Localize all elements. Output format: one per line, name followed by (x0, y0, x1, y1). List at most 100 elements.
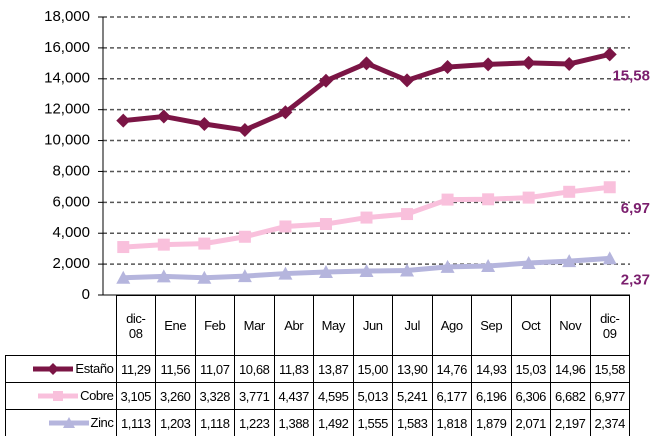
end-label: 2,37 (621, 271, 650, 288)
marker (156, 269, 171, 283)
marker (521, 256, 536, 270)
x-tick-label: dic-08 (115, 295, 156, 356)
legend-entry: Cobre (5, 382, 117, 410)
end-label: 6,97 (621, 200, 650, 217)
table-value: 11,29 (115, 355, 156, 383)
table-value: 13,90 (392, 355, 433, 383)
marker (563, 185, 576, 198)
y-tick-label: 8,000 (52, 162, 90, 179)
legend-key (33, 363, 74, 376)
marker (197, 117, 212, 132)
y-tick-label: 16,000 (44, 39, 90, 56)
marker (562, 56, 577, 71)
table-value: 6,306 (510, 382, 551, 410)
marker (441, 193, 454, 206)
marker (603, 181, 616, 194)
x-tick-label: Oct (510, 295, 551, 356)
table-value: 11,56 (155, 355, 196, 383)
table-value: 14,76 (431, 355, 472, 383)
legend-label: Estaño (75, 360, 114, 376)
marker (400, 73, 415, 88)
table-value: 1,203 (155, 409, 196, 436)
marker (237, 123, 252, 138)
table-value: 3,328 (194, 382, 235, 410)
table-value: 15,00 (352, 355, 393, 383)
marker (157, 238, 170, 251)
y-tick-label: 0 (82, 286, 90, 303)
marker (359, 263, 374, 277)
y-tick-label: 12,000 (44, 101, 90, 118)
table-value: 6,196 (471, 382, 512, 410)
marker (197, 270, 212, 284)
marker (318, 264, 333, 278)
marker (440, 259, 455, 273)
marker (198, 237, 211, 250)
table-value: 15,58 (589, 355, 630, 383)
x-tick-label: Jul (392, 295, 433, 356)
x-tick-label: May (313, 295, 354, 356)
table-value: 1,118 (194, 409, 235, 436)
legend-label: Zinc (90, 414, 114, 430)
table-value: 3,260 (155, 382, 196, 410)
table-value: 2,374 (589, 409, 630, 436)
x-tick-label: Mar (234, 295, 275, 356)
y-tick-label: 2,000 (52, 255, 90, 272)
y-tick-label: 10,000 (44, 132, 90, 149)
x-tick-label: Nov (550, 295, 591, 356)
end-label: 15,58 (612, 67, 650, 84)
marker (278, 105, 293, 120)
table-value: 5,013 (352, 382, 393, 410)
marker (481, 57, 496, 72)
marker (360, 211, 373, 224)
table-value: 6,682 (550, 382, 591, 410)
table-value: 4,595 (313, 382, 354, 410)
marker (117, 241, 130, 254)
legend-key (48, 417, 89, 429)
data-table: dic-08 Ene Feb Mar Abr May Jun Jul Ago Sep Oct Nov d… (5, 295, 630, 436)
table-value: 13,87 (313, 355, 354, 383)
y-tick-label: 14,000 (44, 70, 90, 87)
marker (440, 60, 455, 75)
table-value: 2,197 (550, 409, 591, 436)
marker (602, 47, 617, 62)
x-tick-label: Sep (471, 295, 512, 356)
y-tick-label: 4,000 (52, 224, 90, 241)
marker (238, 230, 251, 243)
marker (602, 251, 617, 265)
y-tick-label: 6,000 (52, 193, 90, 210)
x-tick-label: Jun (352, 295, 393, 356)
table-corner (6, 296, 117, 356)
marker (278, 266, 293, 280)
table-row: dic-08 Ene Feb Mar Abr May Jun Jul Ago Sep Oct Nov d… (6, 295, 630, 356)
table-value: 1,555 (352, 409, 393, 436)
marker (481, 258, 496, 272)
marker (53, 391, 64, 402)
x-tick-label: Ene (155, 295, 196, 356)
marker (237, 269, 252, 283)
x-tick-label: Feb (194, 295, 235, 356)
table-value: 1,388 (273, 409, 314, 436)
marker (400, 263, 415, 277)
table-value: 6,177 (431, 382, 472, 410)
marker (359, 56, 374, 71)
marker (562, 254, 577, 268)
table-value: 14,96 (550, 355, 591, 383)
marker (279, 220, 292, 233)
marker (522, 191, 535, 204)
table-value: 1,223 (234, 409, 275, 436)
x-tick-label: dic-09 (589, 295, 630, 356)
table-value: 3,105 (115, 382, 156, 410)
legend-label: Cobre (80, 387, 114, 403)
marker (401, 208, 414, 221)
table-value: 1,492 (313, 409, 354, 436)
table-value: 11,07 (194, 355, 235, 383)
table-value: 6,977 (589, 382, 630, 410)
table-row: Estaño 11,29 11,56 11,07 10,68 11,83 13,87 15,0… (5, 355, 630, 383)
table-value: 1,113 (115, 409, 156, 436)
x-tick-label: Ago (431, 295, 472, 356)
table-value: 15,03 (510, 355, 551, 383)
marker (116, 113, 131, 128)
legend-entry: Estaño (5, 355, 117, 383)
